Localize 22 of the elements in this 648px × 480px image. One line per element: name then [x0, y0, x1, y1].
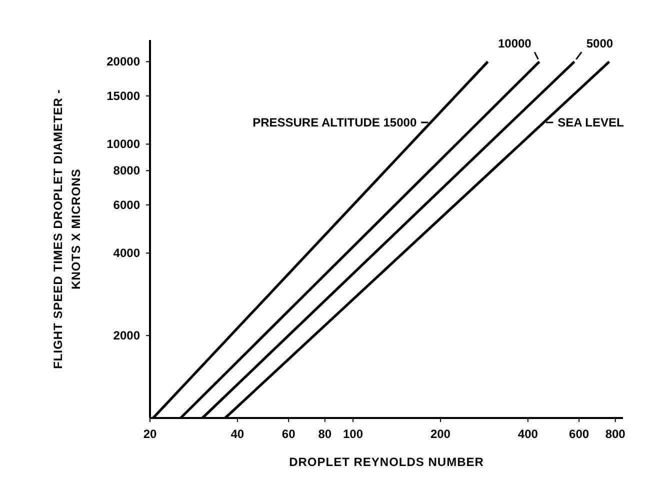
x-tick-label: 800	[605, 427, 626, 441]
annotation: 5000	[586, 36, 614, 51]
y-tick-label: 4000	[113, 246, 140, 260]
y-tick-label: 10000	[106, 137, 140, 152]
y-tick-label: 6000	[113, 198, 140, 212]
annotation: SEA LEVEL	[558, 115, 624, 130]
x-tick-label: 200	[430, 427, 451, 441]
x-axis-title: DROPLET REYNOLDS NUMBER	[289, 455, 484, 469]
x-tick-label: 60	[282, 427, 296, 441]
y-tick-label: 2000	[113, 328, 140, 343]
x-tick-label: 40	[230, 427, 244, 441]
annotation: 10000	[498, 36, 532, 51]
x-tick-label: 100	[343, 427, 364, 441]
annotation: PRESSURE ALTITUDE 15000	[252, 115, 417, 130]
x-tick-label: 600	[569, 427, 590, 441]
x-tick-label: 80	[318, 427, 332, 441]
x-tick-label: 20	[143, 427, 157, 441]
y-axis-title: FLIGHT SPEED TIMES DROPLET DIAMETER - KNOTS X MICRONS	[51, 89, 83, 369]
y-tick-label: 15000	[106, 88, 140, 103]
x-tick-label: 400	[518, 427, 538, 441]
y-tick-label: 8000	[113, 164, 140, 178]
y-tick-label: 20000	[106, 54, 140, 69]
